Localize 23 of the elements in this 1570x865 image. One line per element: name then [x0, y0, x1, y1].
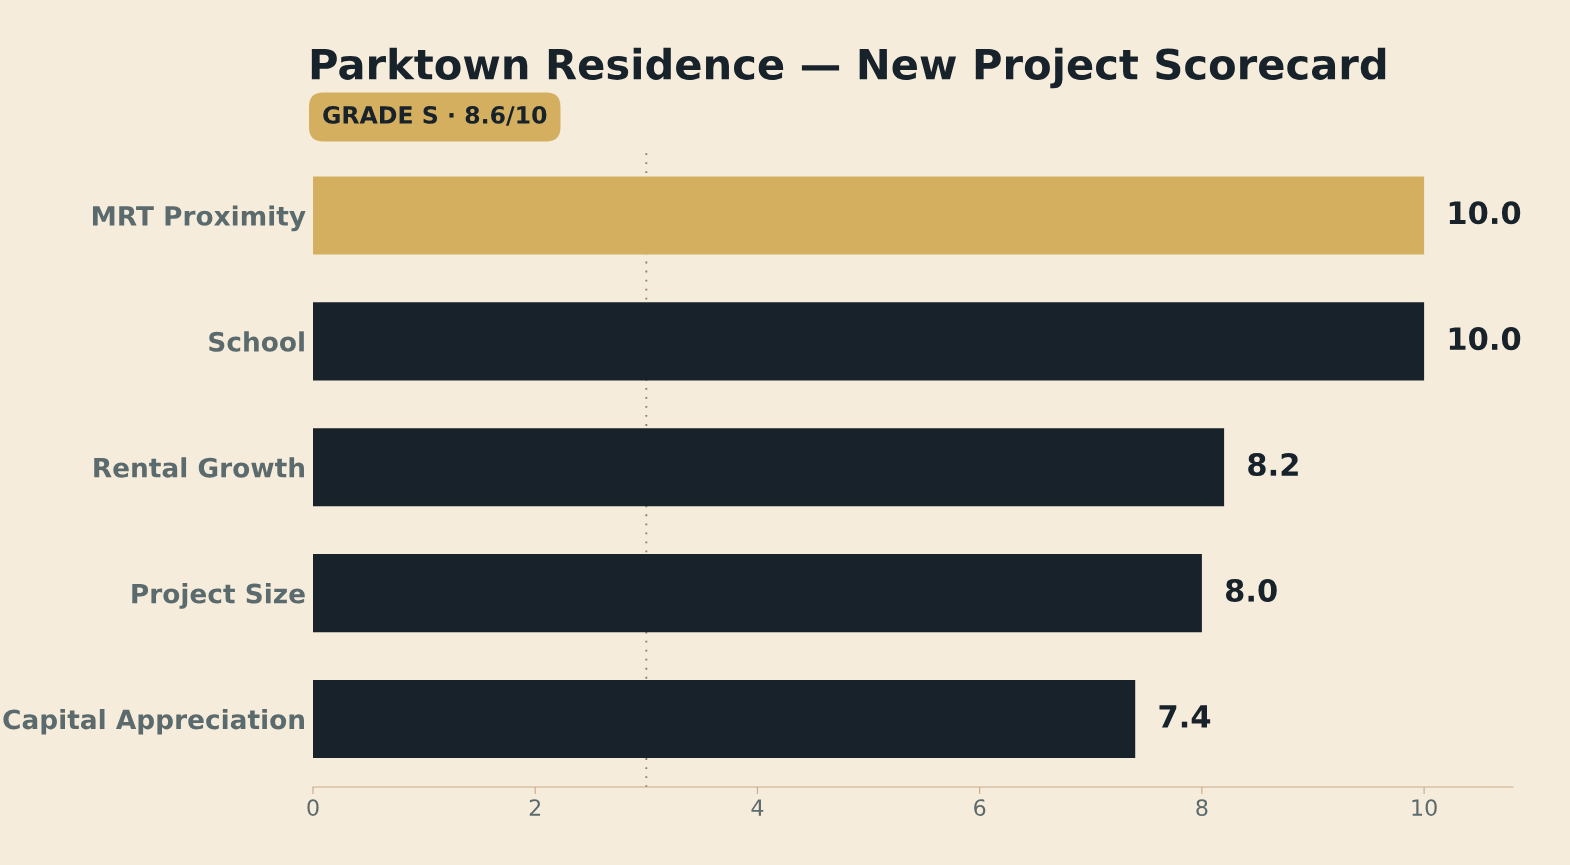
y-tick-label: Rental Growth: [94, 457, 304, 478]
bar: [313, 302, 1425, 381]
x-tick-label: 10: [1412, 799, 1437, 817]
y-tick-label: Capital Appreciation: [3, 708, 304, 735]
x-tick-label: 0: [307, 799, 319, 817]
y-tick-label: Project Size: [132, 583, 305, 609]
x-tick-label: 4: [751, 799, 764, 816]
chart-title: Parktown Residence — New Project Scorecard: [311, 47, 1386, 89]
bar: [313, 554, 1202, 633]
data-label: 8.0: [1225, 578, 1277, 602]
data-label: 10.0: [1449, 327, 1521, 351]
y-tick-label: School: [209, 331, 304, 352]
data-label: 7.4: [1159, 705, 1211, 728]
x-tick-label: 2: [529, 799, 541, 816]
bar: [313, 428, 1225, 507]
bar: [313, 679, 1136, 759]
x-tick-label: 6: [974, 799, 986, 817]
y-tick-label: MRT Proximity: [92, 205, 306, 232]
x-tick-label: 8: [1196, 799, 1208, 817]
data-label: 10.0: [1449, 201, 1521, 225]
data-label: 8.2: [1248, 452, 1298, 477]
bar: [313, 176, 1425, 255]
chart-subtitle: GRADE S · 8.6/10: [323, 105, 547, 126]
